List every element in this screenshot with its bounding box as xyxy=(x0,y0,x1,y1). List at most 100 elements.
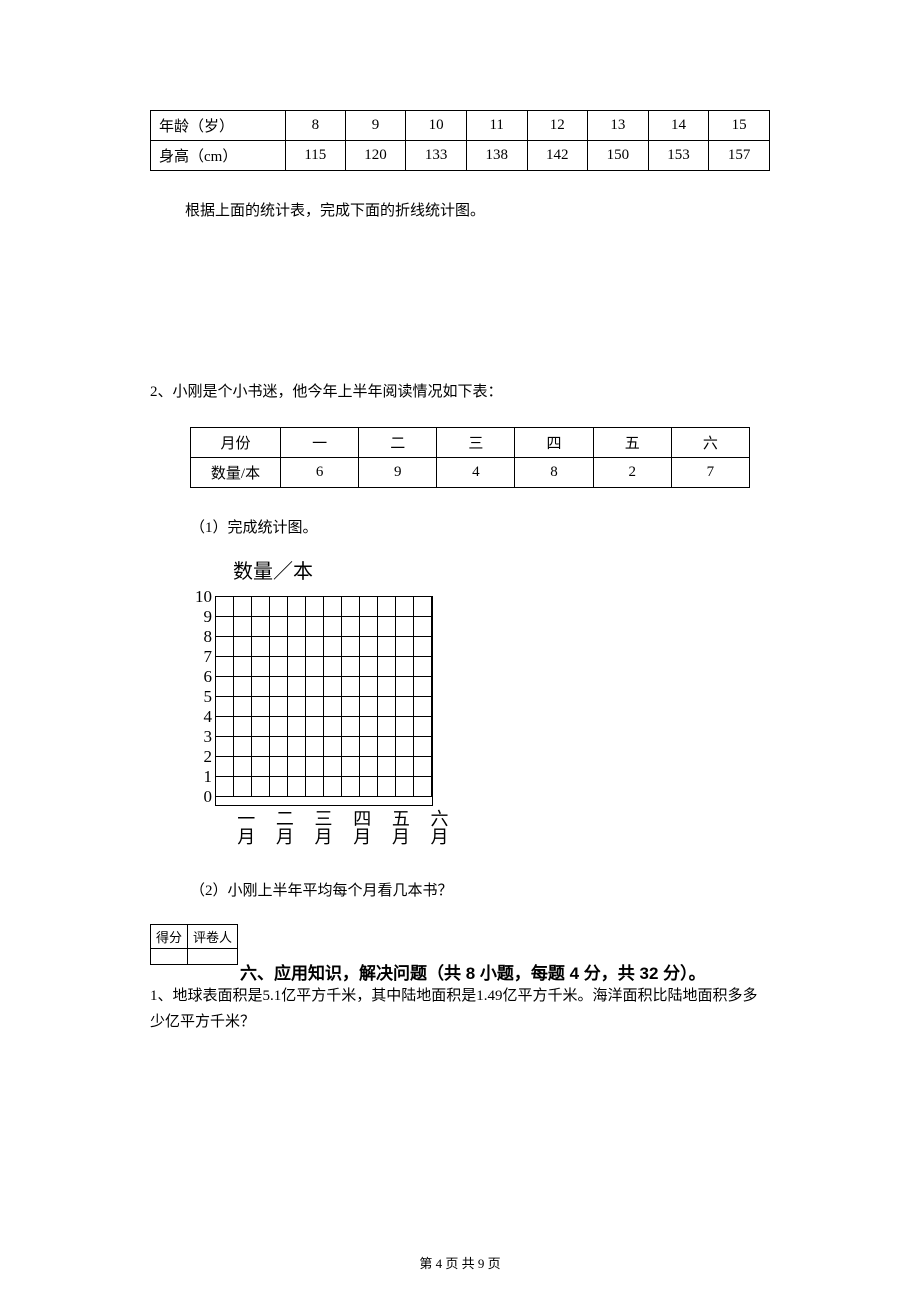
grid-cell xyxy=(396,777,414,797)
grid-cell xyxy=(324,637,342,657)
chart-grid xyxy=(215,596,433,806)
score-header-row: 得分 评卷人 xyxy=(151,925,238,949)
month-cell: 二 xyxy=(359,428,437,458)
count-cell: 6 xyxy=(281,458,359,488)
age-cell: 13 xyxy=(588,111,649,141)
grid-cell xyxy=(270,777,288,797)
grid-cell xyxy=(234,617,252,637)
grid-cell xyxy=(324,677,342,697)
section-heading: 六、应用知识，解决问题（共 8 小题，每题 4 分，共 32 分）。 xyxy=(240,964,706,983)
grid-cell xyxy=(378,657,396,677)
height-cell: 120 xyxy=(345,141,406,171)
instruction-text: 根据上面的统计表，完成下面的折线统计图。 xyxy=(185,199,770,220)
month-cell: 三 xyxy=(437,428,515,458)
score-box: 得分 评卷人 xyxy=(150,924,238,965)
score-label: 得分 xyxy=(151,925,188,949)
grid-cell xyxy=(252,737,270,757)
grid-cell xyxy=(342,677,360,697)
grid-cell xyxy=(306,777,324,797)
grid-cell xyxy=(252,597,270,617)
age-cell: 15 xyxy=(709,111,770,141)
age-label: 年龄（岁） xyxy=(151,111,286,141)
grid-cell xyxy=(360,757,378,777)
height-cell: 150 xyxy=(588,141,649,171)
grid-cell xyxy=(396,637,414,657)
grid-cell xyxy=(234,697,252,717)
grid-cell xyxy=(324,657,342,677)
grid-cell xyxy=(252,757,270,777)
grid-cell xyxy=(360,637,378,657)
grid-cell xyxy=(396,597,414,617)
grid-cell xyxy=(288,777,306,797)
grid-cell xyxy=(270,717,288,737)
grid-cell xyxy=(252,637,270,657)
grid-cell xyxy=(396,657,414,677)
grid-cell xyxy=(270,617,288,637)
table-row: 身高（cm） 115 120 133 138 142 150 153 157 xyxy=(151,141,770,171)
grid-cell xyxy=(396,717,414,737)
grid-cell xyxy=(216,617,234,637)
grid-cell xyxy=(306,617,324,637)
grid-cell xyxy=(252,617,270,637)
age-height-table: 年龄（岁） 8 9 10 11 12 13 14 15 身高（cm） 115 1… xyxy=(150,110,770,171)
grid-cell xyxy=(216,677,234,697)
age-cell: 9 xyxy=(345,111,406,141)
table-row: 年龄（岁） 8 9 10 11 12 13 14 15 xyxy=(151,111,770,141)
grid-cell xyxy=(270,737,288,757)
grid-cell xyxy=(234,737,252,757)
grid-cell xyxy=(414,717,432,737)
score-empty xyxy=(151,949,188,965)
chart-area: 10 9 8 7 6 5 4 3 2 1 0 xyxy=(195,586,460,806)
grid-cell xyxy=(360,777,378,797)
x-tick: 四月 xyxy=(350,809,370,845)
age-cell: 8 xyxy=(286,111,346,141)
month-cell: 五 xyxy=(593,428,671,458)
grid-cell xyxy=(360,597,378,617)
reading-table: 月份 一 二 三 四 五 六 数量/本 6 9 4 8 2 7 xyxy=(190,427,750,488)
grid-cell xyxy=(414,737,432,757)
grid-cell xyxy=(360,717,378,737)
grid-cell xyxy=(234,757,252,777)
count-cell: 7 xyxy=(671,458,749,488)
y-tick: 10 xyxy=(195,586,212,606)
grid-cell xyxy=(306,737,324,757)
grid-cell xyxy=(270,657,288,677)
score-empty-row xyxy=(151,949,238,965)
score-box-wrap: 得分 评卷人 xyxy=(150,924,238,965)
grid-cell xyxy=(252,697,270,717)
grid-cell xyxy=(342,697,360,717)
grid-cell xyxy=(288,617,306,637)
height-cell: 133 xyxy=(406,141,467,171)
sub-question-2: （2）小刚上半年平均每个月看几本书？ xyxy=(190,879,770,900)
x-axis: 一月 二月 三月 四月 五月 六月 xyxy=(225,806,457,845)
grid-cell xyxy=(378,737,396,757)
grid-cell xyxy=(396,757,414,777)
y-axis: 10 9 8 7 6 5 4 3 2 1 0 xyxy=(195,586,215,806)
y-tick: 5 xyxy=(204,686,213,706)
grid-cell xyxy=(378,597,396,617)
grid-cell xyxy=(360,657,378,677)
grid-cell xyxy=(216,637,234,657)
grid-cell xyxy=(234,717,252,737)
grid-cell xyxy=(306,717,324,737)
height-label: 身高（cm） xyxy=(151,141,286,171)
x-tick: 一月 xyxy=(234,809,254,845)
height-cell: 142 xyxy=(527,141,588,171)
grid-cell xyxy=(324,597,342,617)
grid-cell xyxy=(342,657,360,677)
height-cell: 157 xyxy=(709,141,770,171)
grid-cell xyxy=(414,757,432,777)
age-cell: 14 xyxy=(648,111,709,141)
grid-cell xyxy=(342,737,360,757)
x-tick: 二月 xyxy=(273,809,293,845)
count-cell: 4 xyxy=(437,458,515,488)
grid-cell xyxy=(252,677,270,697)
y-tick: 1 xyxy=(204,766,213,786)
x-tick: 六月 xyxy=(428,809,448,845)
grid-cell xyxy=(234,777,252,797)
grid-cell xyxy=(396,617,414,637)
grid-cell xyxy=(378,697,396,717)
grid-cell xyxy=(414,697,432,717)
grid-cell xyxy=(306,757,324,777)
grid-cell xyxy=(270,697,288,717)
